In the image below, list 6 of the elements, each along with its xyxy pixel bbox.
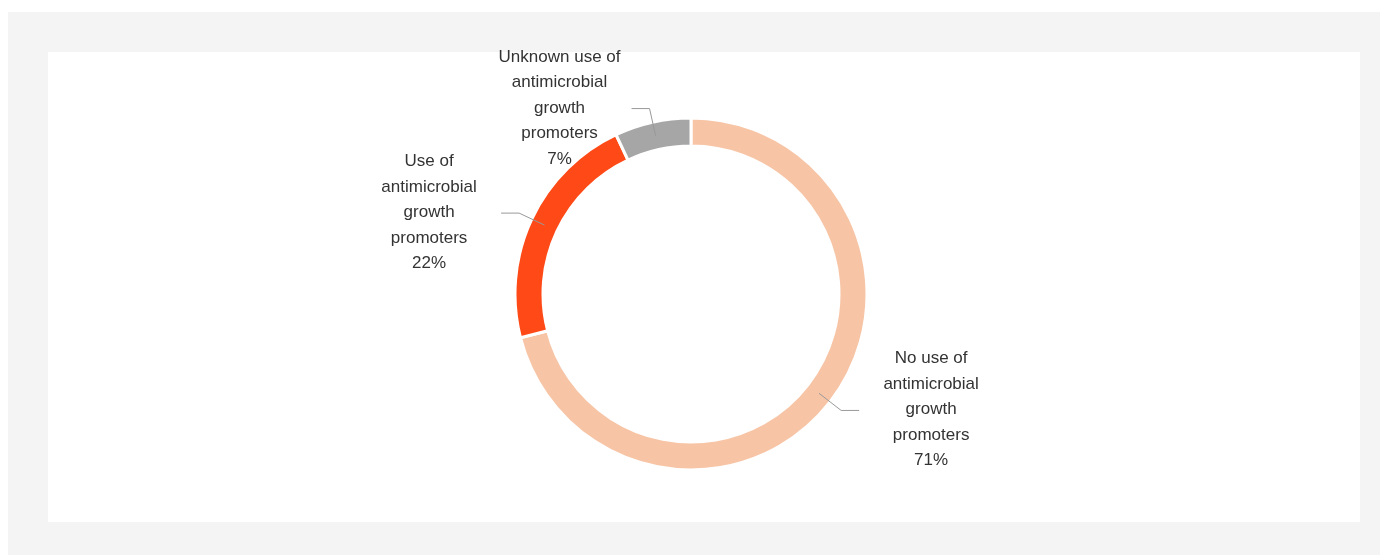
slice-label: Unknown use of antimicrobial growth promoters (498, 47, 621, 143)
data-label: 7% (547, 149, 572, 169)
slice-label: Use of antimicrobial growth promoters (381, 151, 477, 248)
data-label: 22% (412, 253, 447, 273)
data-label: 71% (914, 450, 949, 470)
slice-label: No use of antimicrobial growth promoters (883, 348, 979, 445)
